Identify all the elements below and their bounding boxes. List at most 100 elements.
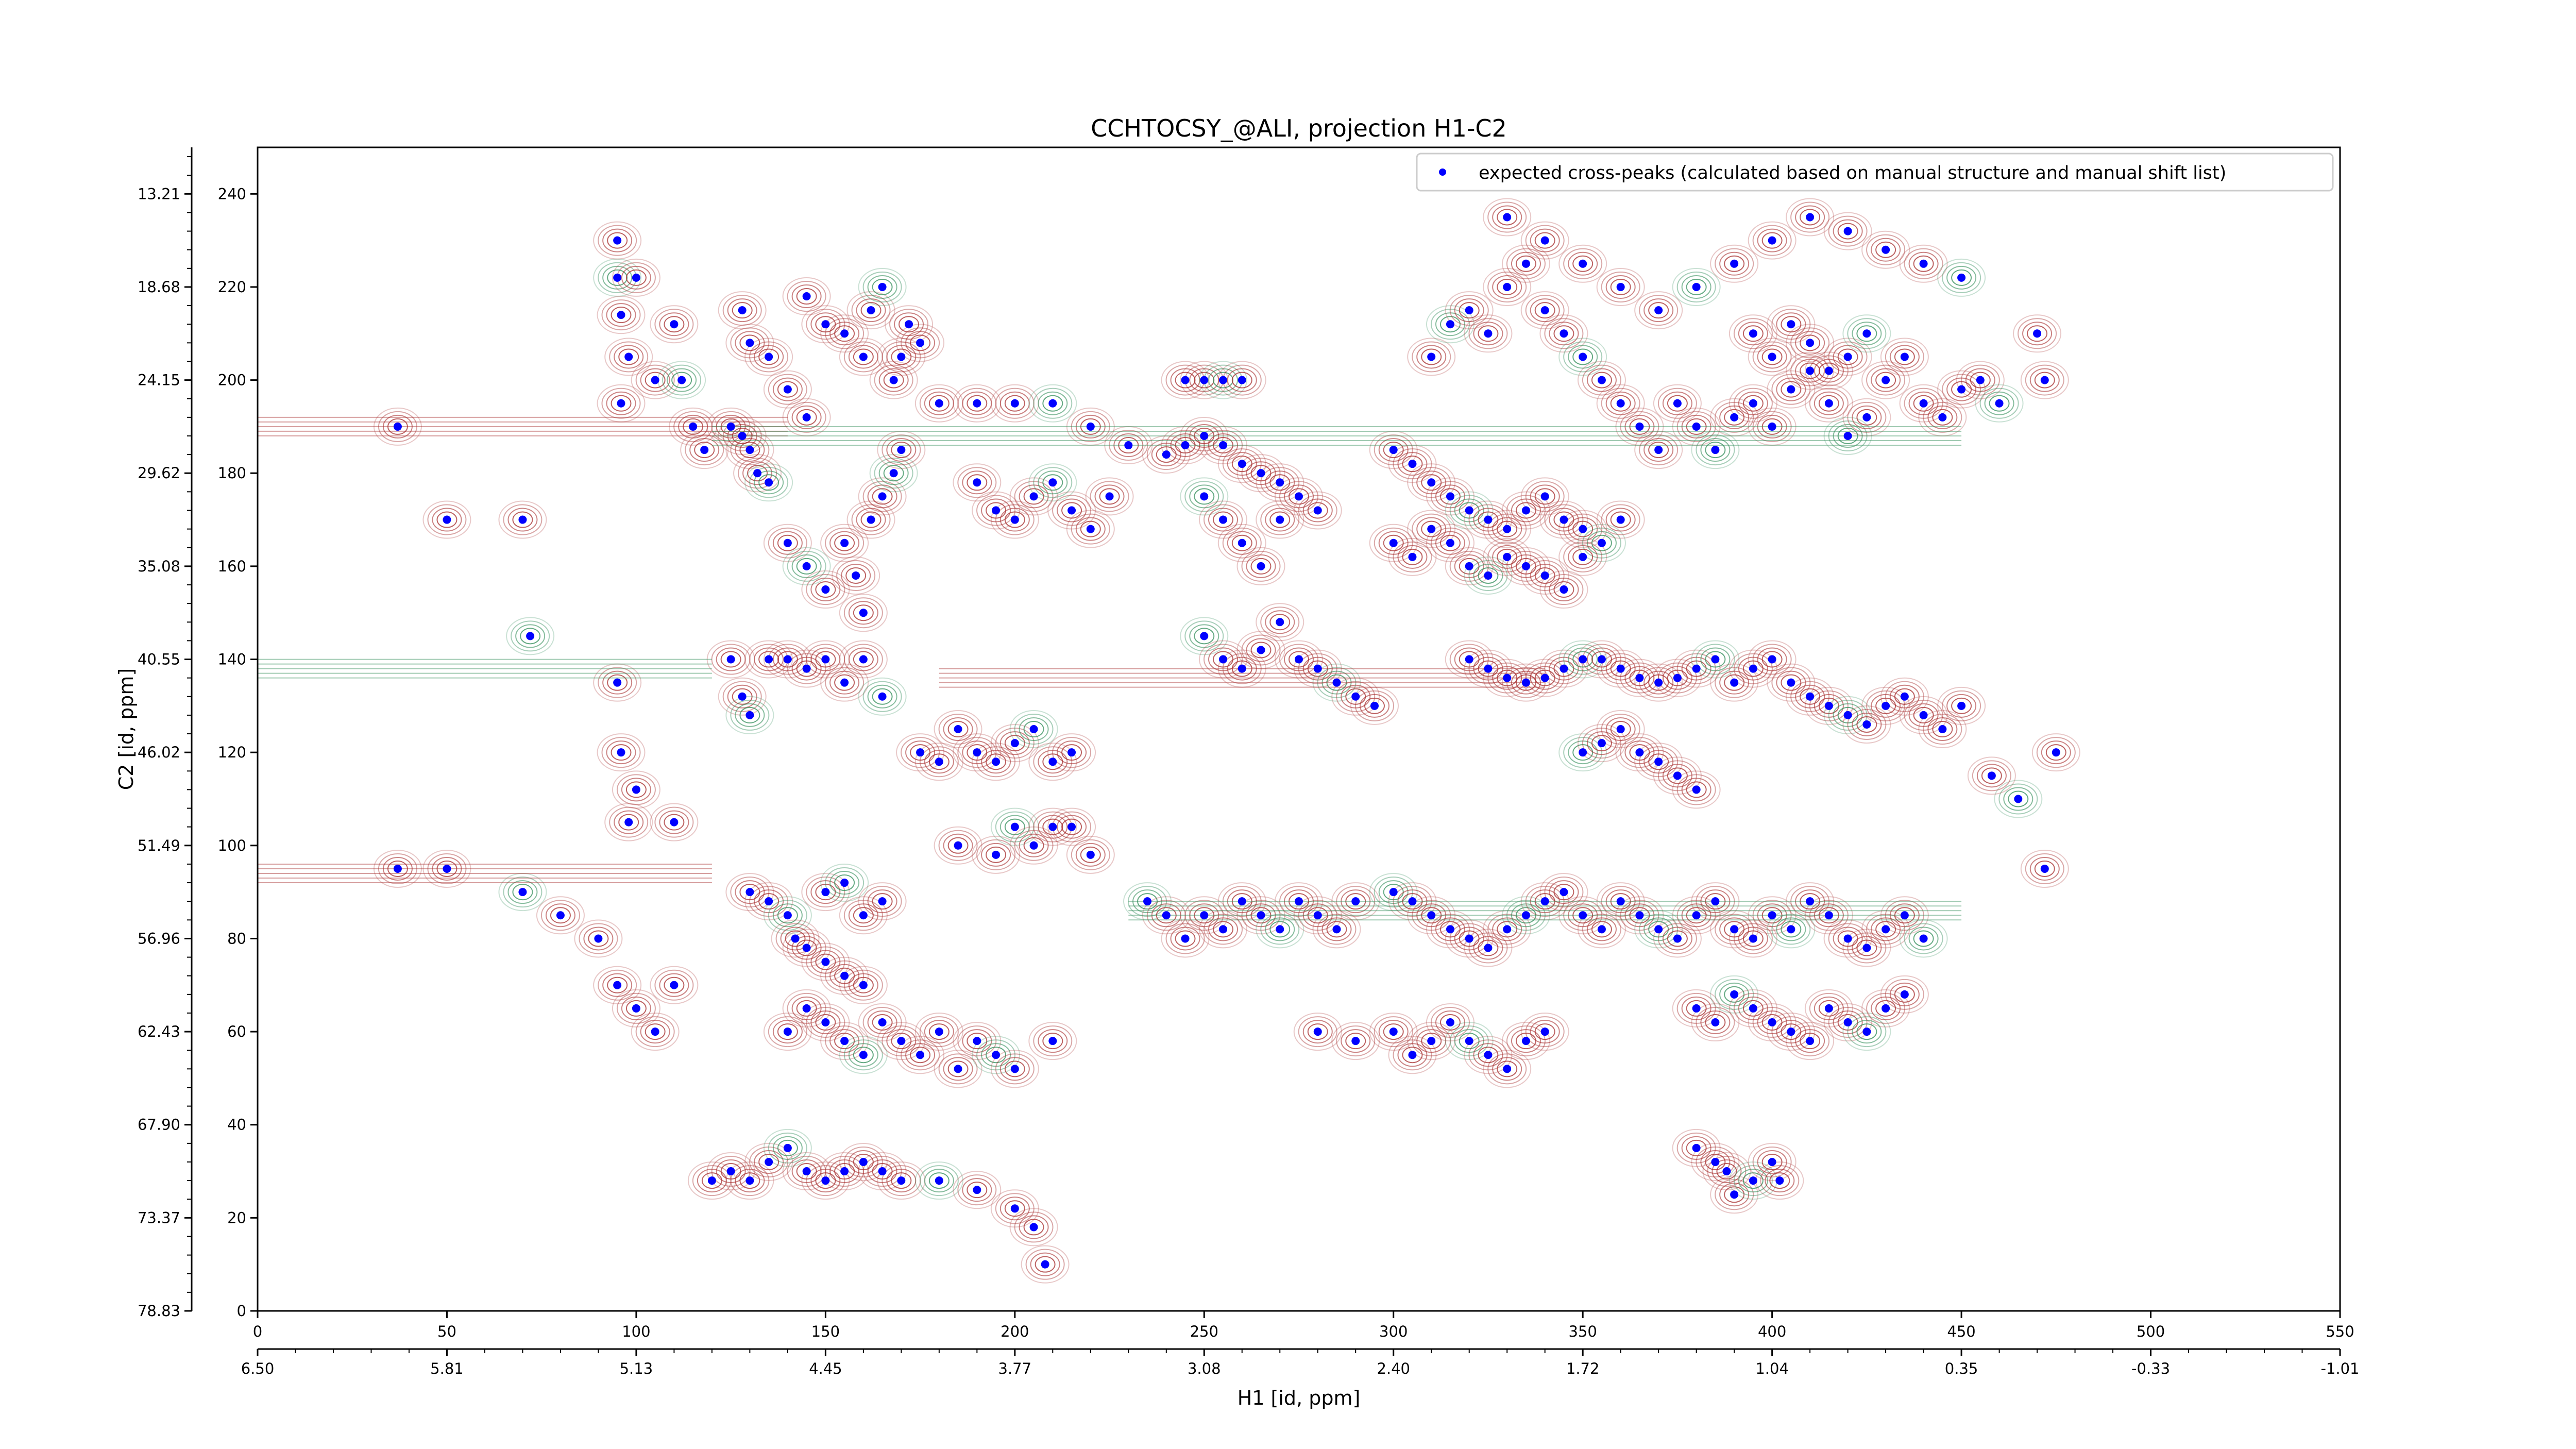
cross-peak-point <box>1484 664 1493 673</box>
contour-blob <box>914 743 963 781</box>
y-tick-label: 60 <box>227 1023 246 1040</box>
cross-peak-point <box>1238 460 1246 468</box>
cross-peak-point <box>1806 897 1815 906</box>
contour-blob <box>725 873 774 912</box>
cross-peak-point <box>1295 492 1303 501</box>
contour-blob <box>1085 477 1134 516</box>
contour-blob <box>1710 975 1759 1014</box>
cross-peak-markers <box>393 213 2060 1269</box>
contour-blob <box>1199 426 1248 465</box>
cross-peak-point <box>700 446 709 454</box>
contour-blob <box>1483 510 1532 548</box>
cross-peak-point <box>1711 655 1720 664</box>
cross-peak-point <box>935 399 943 408</box>
contour-blob <box>1464 649 1513 688</box>
cross-peak-point <box>1503 925 1512 934</box>
cross-peak-point <box>1597 376 1606 384</box>
contour-blob <box>1596 384 1645 423</box>
cross-peak-point <box>867 515 875 524</box>
contour-blob <box>1426 524 1475 562</box>
cross-peak-point <box>738 431 747 440</box>
cross-peak-point <box>1351 692 1360 701</box>
cross-peak-point <box>1427 525 1436 533</box>
contour-blob <box>1748 338 1797 376</box>
cross-peak-point <box>1446 1018 1454 1027</box>
cross-peak-point <box>1540 492 1549 501</box>
cross-peak-point <box>1295 897 1303 906</box>
cross-peak-point <box>840 538 849 547</box>
cross-peak-point <box>765 655 773 664</box>
cross-peak-point <box>1976 376 1985 384</box>
contour-blob <box>782 929 831 967</box>
contour-blob <box>1426 1003 1475 1042</box>
cross-peak-point <box>1749 1004 1757 1013</box>
contour-blob <box>373 407 422 446</box>
cross-peak-point <box>1067 748 1076 757</box>
contour-blob <box>1293 649 1342 688</box>
cross-peak-point <box>1597 655 1606 664</box>
contour-blob <box>877 431 926 469</box>
cross-peak-point <box>1730 413 1739 422</box>
contour-blob <box>1672 989 1721 1027</box>
cross-peak-point <box>840 1167 849 1176</box>
contour-blob <box>953 1171 1002 1209</box>
contour-blob <box>2020 849 2069 888</box>
cross-peak-point <box>1768 422 1776 431</box>
cross-peak-point <box>1616 399 1625 408</box>
cross-peak-point <box>1749 329 1757 338</box>
x-ppm-tick-label: 2.40 <box>1377 1360 1410 1377</box>
contour-blob <box>858 882 907 921</box>
contour-blob <box>877 338 926 376</box>
cross-peak-point <box>1521 259 1530 268</box>
x-tick-label: 150 <box>811 1323 840 1340</box>
contour-blob <box>1577 910 1626 949</box>
cross-peak-point <box>765 478 773 487</box>
cross-peak-point <box>1806 1037 1815 1046</box>
contour-blob <box>1331 677 1380 716</box>
cross-peak-point <box>1295 655 1303 664</box>
contour-blob <box>1180 896 1229 935</box>
cross-peak-point <box>1919 259 1928 268</box>
contour-blob <box>1710 663 1759 702</box>
contour-blob <box>725 1161 774 1200</box>
contour-blob <box>839 1036 888 1074</box>
cross-peak-point <box>1521 1037 1530 1046</box>
contour-blob <box>1786 198 1835 237</box>
contour-blob <box>1823 919 1872 958</box>
contour-blob <box>1009 710 1058 748</box>
cross-peak-point <box>954 725 962 733</box>
cross-peak-point <box>1200 911 1209 920</box>
contour-ridge <box>258 659 712 679</box>
x-tick-label: 350 <box>1569 1323 1597 1340</box>
contour-blob <box>1445 640 1494 679</box>
cross-peak-point <box>745 1176 754 1185</box>
contour-blob <box>990 500 1039 539</box>
contour-blob <box>1445 291 1494 330</box>
contour-blob <box>612 989 660 1027</box>
cross-peak-point <box>1654 925 1663 934</box>
cross-peak-point <box>783 655 792 664</box>
contour-blob <box>725 696 774 734</box>
contour-blob <box>1275 477 1323 516</box>
cross-peak-point <box>1219 376 1228 384</box>
cross-peak-point <box>1692 911 1701 920</box>
contour-blob <box>763 1128 812 1167</box>
contour-blob <box>1861 910 1910 949</box>
contour-blob <box>1256 603 1304 642</box>
cross-peak-point <box>1654 757 1663 766</box>
contour-blob <box>1483 537 1532 576</box>
cross-peak-point <box>1313 506 1322 515</box>
contour-blob <box>1653 659 1702 697</box>
contour-blob <box>1501 663 1550 702</box>
cross-peak-point <box>1579 552 1587 561</box>
cross-peak-point <box>1540 1027 1549 1036</box>
y-ppm-tick-label: 78.83 <box>138 1302 180 1320</box>
cross-peak-point <box>670 818 679 827</box>
cross-peak-point <box>393 864 402 873</box>
cross-peak-point <box>2014 795 2023 803</box>
cross-peak-point <box>1843 1018 1852 1027</box>
cross-peak-point <box>1900 352 1909 361</box>
contour-blob <box>990 724 1039 763</box>
cross-peak-point <box>1465 562 1473 570</box>
contour-blob <box>1388 882 1437 921</box>
